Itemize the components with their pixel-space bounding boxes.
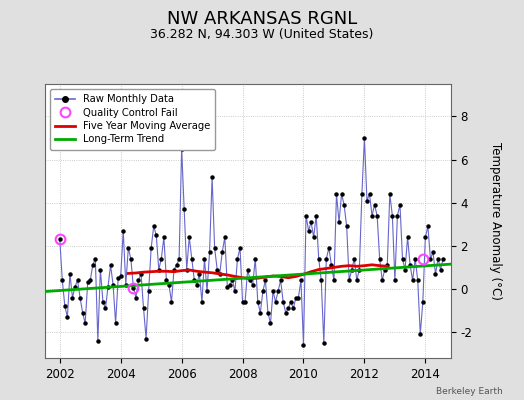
Legend: Raw Monthly Data, Quality Control Fail, Five Year Moving Average, Long-Term Tren: Raw Monthly Data, Quality Control Fail, … [50,89,215,150]
Text: Berkeley Earth: Berkeley Earth [436,387,503,396]
Y-axis label: Temperature Anomaly (°C): Temperature Anomaly (°C) [489,142,502,300]
Text: 36.282 N, 94.303 W (United States): 36.282 N, 94.303 W (United States) [150,28,374,41]
Text: NW ARKANSAS RGNL: NW ARKANSAS RGNL [167,10,357,28]
